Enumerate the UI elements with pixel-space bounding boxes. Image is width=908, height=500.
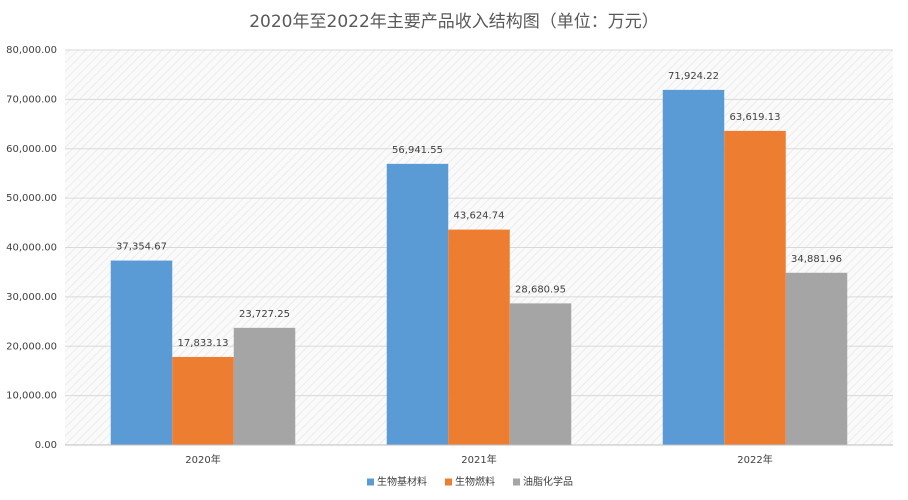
x-tick-label: 2022年 — [737, 453, 772, 466]
legend-swatch — [445, 478, 452, 486]
legend-swatch — [367, 478, 374, 486]
value-label: 71,924.22 — [668, 71, 719, 82]
value-label: 28,680.95 — [515, 284, 566, 295]
bar — [448, 229, 510, 445]
x-tick-label: 2020年 — [185, 453, 220, 466]
x-tick-label: 2021年 — [461, 453, 496, 466]
bar — [785, 272, 848, 445]
legend-label: 油脂化学品 — [523, 475, 573, 488]
bar — [724, 130, 786, 445]
value-label: 56,941.55 — [392, 145, 443, 156]
y-tick-label: 30,000.00 — [6, 292, 57, 303]
value-label: 37,354.67 — [116, 242, 167, 253]
value-label: 34,881.96 — [791, 254, 842, 265]
y-tick-label: 60,000.00 — [6, 144, 57, 155]
y-tick-label: 80,000.00 — [6, 45, 57, 56]
y-tick-label: 20,000.00 — [6, 341, 57, 352]
value-label: 23,727.25 — [239, 309, 290, 320]
chart-title: 2020年至2022年主要产品收入结构图（单位：万元） — [249, 12, 659, 32]
bar — [509, 303, 572, 445]
y-tick-label: 10,000.00 — [6, 391, 57, 402]
y-tick-label: 40,000.00 — [6, 243, 57, 254]
y-tick-label: 70,000.00 — [6, 94, 57, 105]
y-tick-label: 50,000.00 — [6, 193, 57, 204]
value-label: 43,624.74 — [454, 211, 505, 222]
value-label: 17,833.13 — [178, 338, 229, 349]
bar — [386, 163, 449, 446]
value-label: 63,619.13 — [730, 112, 781, 123]
bar — [110, 260, 173, 445]
y-tick-label: 0.00 — [35, 440, 57, 451]
bar — [172, 356, 234, 445]
legend-label: 生物燃料 — [455, 475, 495, 488]
bar — [662, 89, 725, 446]
legend-label: 生物基材料 — [377, 475, 427, 488]
bar — [233, 327, 296, 445]
legend-swatch — [513, 478, 520, 486]
